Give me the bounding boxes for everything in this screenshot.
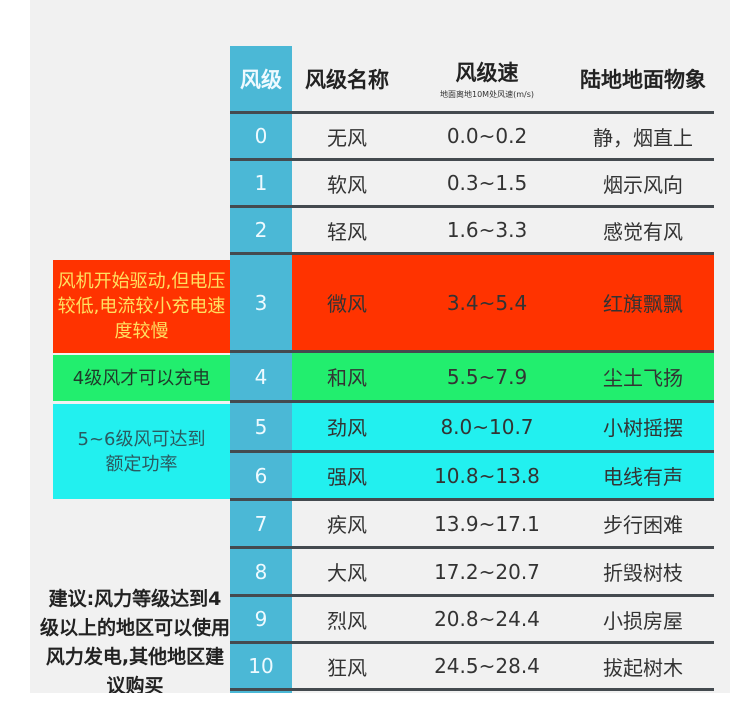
row-name: 疾风 (327, 513, 367, 537)
row-name: 无风 (327, 125, 367, 150)
note-green: 4级风才可以充电 (53, 355, 230, 401)
row-name: 狂风 (327, 655, 367, 680)
header-name: 风级名称 (305, 67, 389, 92)
row-speed: 13.9~17.1 (434, 511, 540, 536)
row-speed: 0.0~0.2 (446, 124, 528, 148)
row-speed: 5.5~7.9 (446, 364, 528, 389)
row-desc: 折毁树枝 (603, 561, 683, 585)
advice-text: 建议:风力等级达到4级以上的地区可以使用风力发电,其他地区建议购买 (40, 588, 231, 697)
row-desc: 小树摇摆 (603, 416, 683, 440)
row-name: 和风 (327, 366, 367, 390)
row-level: 7 (254, 511, 268, 536)
note-red: 风机开始驱动,但电压较低,电流较小充电速度较慢 (53, 260, 230, 353)
row-name: 劲风 (327, 416, 367, 440)
table-row: 0 无风 0.0~0.2 静，烟直上 (230, 114, 714, 161)
row-desc: 步行困难 (603, 513, 683, 537)
row-desc: 拔起树木 (603, 655, 683, 680)
row-name: 微风 (327, 292, 367, 316)
row-level: 3 (254, 290, 268, 315)
row-desc: 电线有声 (603, 465, 683, 489)
row-level: 10 (248, 654, 274, 678)
row-name: 轻风 (327, 219, 367, 244)
row-speed: 1.6~3.3 (446, 218, 528, 242)
table-row: 10 狂风 24.5~28.4 拔起树木 (230, 644, 714, 691)
row-level: 6 (254, 463, 268, 488)
row-speed: 10.8~13.8 (434, 463, 540, 488)
table-row: 6 强风 10.8~13.8 电线有声 (230, 453, 714, 501)
row-speed: 0.3~1.5 (446, 171, 528, 195)
header-level: 风级 (240, 67, 282, 92)
header-speed: 风级速 地面离地10M处风速(m/s) (402, 57, 572, 100)
row-level: 0 (254, 124, 268, 148)
row-level: 2 (254, 218, 268, 242)
bottom-strip (0, 693, 750, 700)
table-row: 5 劲风 8.0~10.7 小树摇摆 (230, 403, 714, 453)
row-level: 4 (254, 364, 268, 389)
table-row: 3 微风 3.4~5.4 红旗飘飘 (230, 255, 714, 353)
row-level: 5 (254, 414, 268, 439)
table-row: 1 软风 0.3~1.5 烟示风向 (230, 161, 714, 208)
row-desc: 烟示风向 (603, 172, 683, 197)
row-speed: 17.2~20.7 (434, 559, 540, 584)
row-name: 软风 (327, 172, 367, 197)
row-desc: 静，烟直上 (593, 125, 693, 150)
row-name: 强风 (327, 465, 367, 489)
table-row: 8 大风 17.2~20.7 折毁树枝 (230, 549, 714, 597)
table-row: 2 轻风 1.6~3.3 感觉有风 (230, 208, 714, 255)
row-name: 烈风 (327, 608, 367, 633)
row-desc: 红旗飘飘 (603, 292, 683, 316)
row-desc: 感觉有风 (603, 219, 683, 244)
row-level: 1 (254, 171, 268, 195)
header-speed-sub: 地面离地10M处风速(m/s) (440, 90, 534, 99)
row-desc: 尘土飞扬 (603, 366, 683, 390)
header-desc: 陆地地面物象 (580, 67, 706, 92)
table-row: 9 烈风 20.8~24.4 小损房屋 (230, 597, 714, 644)
row-speed: 24.5~28.4 (434, 654, 540, 678)
row-desc: 小损房屋 (603, 608, 683, 633)
row-name: 大风 (327, 561, 367, 585)
row-speed: 3.4~5.4 (446, 290, 528, 315)
row-level: 8 (254, 559, 268, 584)
row-level: 9 (254, 607, 268, 631)
table-row: 4 和风 5.5~7.9 尘土飞扬 (230, 353, 714, 403)
note-cyan: 5~6级风可达到额定功率 (53, 404, 230, 499)
table-row: 7 疾风 13.9~17.1 步行困难 (230, 501, 714, 549)
row-speed: 20.8~24.4 (434, 607, 540, 631)
table-header: 风级 风级名称 风级速 地面离地10M处风速(m/s) 陆地地面物象 (230, 46, 714, 114)
row-speed: 8.0~10.7 (440, 414, 534, 439)
